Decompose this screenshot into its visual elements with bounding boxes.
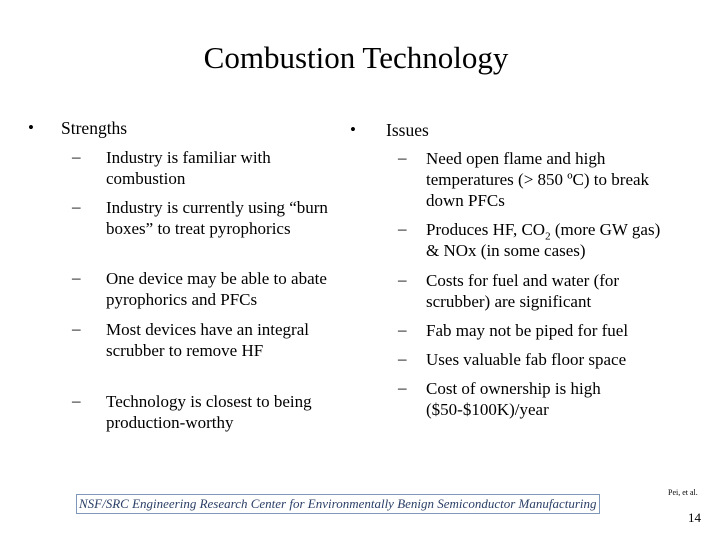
page-number: 14 — [688, 510, 701, 525]
issue-item: Need open flame and high temperatures (>… — [426, 149, 650, 210]
bullet: • — [28, 118, 34, 137]
slide-title: Combustion Technology — [203, 40, 509, 75]
dash-marker: – — [72, 391, 81, 410]
issue-item: Uses valuable fab floor space — [426, 350, 627, 369]
issue-item: Produces HF, CO2 (more GW gas) & NOx (in… — [426, 220, 661, 260]
issue-item: Fab may not be piped for fuel — [426, 321, 629, 340]
dash-marker: – — [398, 349, 407, 368]
footer-banner: NSF/SRC Engineering Research Center for … — [76, 494, 600, 514]
dash-marker: – — [398, 148, 407, 167]
dash-marker: – — [398, 378, 407, 397]
dash-marker: – — [72, 147, 81, 166]
dash-marker: – — [72, 319, 81, 338]
strength-item: Most devices have an integral scrubber t… — [106, 320, 309, 360]
issue-item: Cost of ownership is high ($50-$100K)/ye… — [426, 379, 601, 419]
issues-heading: Issues — [386, 120, 429, 140]
bullet: • — [350, 120, 356, 139]
strength-item: One device may be able to abate pyrophor… — [106, 269, 327, 309]
dash-marker: – — [72, 197, 81, 216]
strength-item: Industry is familiar with combustion — [106, 148, 271, 188]
citation: Pei, et al. — [668, 488, 698, 497]
dash-marker: – — [398, 320, 407, 339]
strengths-heading: Strengths — [61, 118, 128, 138]
dash-marker: – — [398, 219, 407, 238]
strength-item: Technology is closest to being productio… — [106, 392, 312, 432]
strength-item: Industry is currently using “burn boxes”… — [106, 198, 328, 238]
dash-marker: – — [72, 268, 81, 287]
issue-item: Costs for fuel and water (for scrubber) … — [426, 271, 620, 311]
dash-marker: – — [398, 270, 407, 289]
